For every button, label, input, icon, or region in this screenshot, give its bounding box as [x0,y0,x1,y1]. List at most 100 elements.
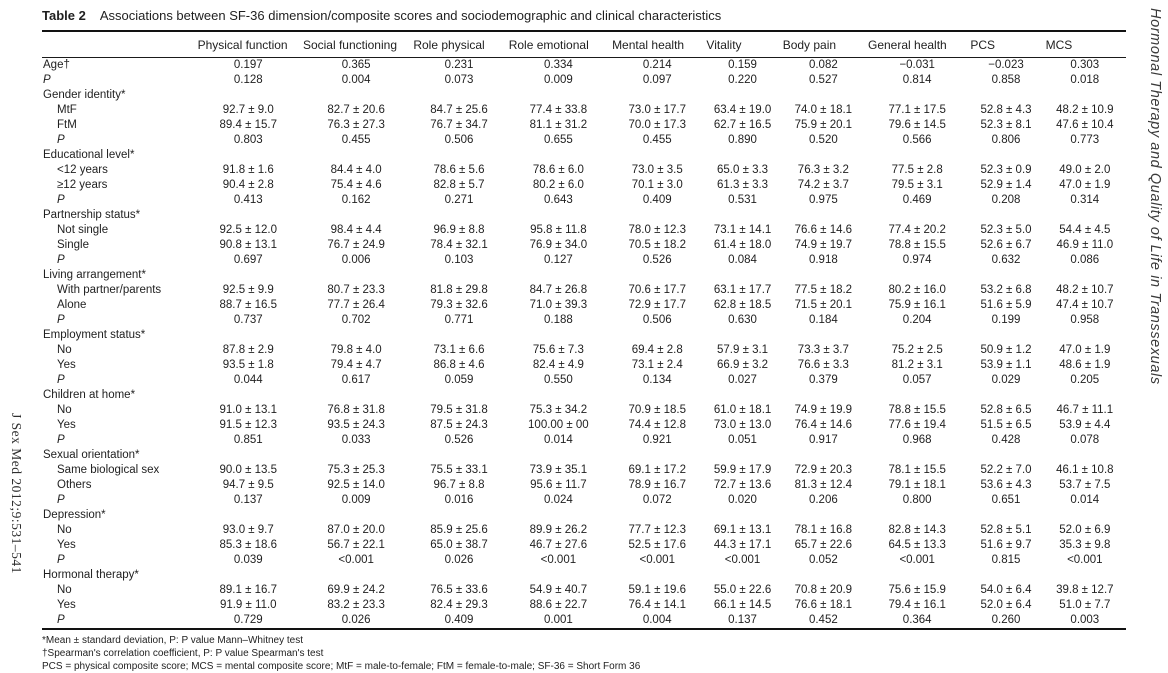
data-cell [704,88,780,103]
row-label: No [57,524,72,536]
data-cell: 91.5 ± 12.3 [219,419,277,431]
data-cell: 79.5 ± 31.8 [430,404,488,416]
column-header: Social functioning [300,32,412,58]
data-cell: 76.5 ± 33.6 [430,584,488,596]
data-cell: <0.001 [724,554,761,566]
data-cell: 0.033 [341,434,371,446]
data-cell: 77.7 ± 26.4 [327,299,385,311]
data-cell: 90.8 ± 13.1 [219,239,277,251]
data-cell: 0.044 [233,374,263,386]
data-cell: 84.7 ± 25.6 [430,104,488,116]
data-cell [507,388,610,403]
data-cell: 0.452 [808,614,838,626]
data-cell [411,208,506,223]
data-cell [704,148,780,163]
data-cell: 51.6 ± 5.9 [980,299,1032,311]
column-header: Mental health [610,32,705,58]
data-cell: 74.0 ± 18.1 [794,104,853,116]
table-row: Yes 93.5 ± 1.8 79.4 ± 4.7 86.8 ± 4.6 82.4 ± … [42,358,1126,373]
data-cell: 56.7 ± 22.1 [327,539,385,551]
data-cell: 0.858 [991,74,1021,86]
data-cell: 0.918 [808,254,838,266]
data-cell: 77.4 ± 33.8 [529,104,588,116]
data-cell: 82.4 ± 29.3 [430,599,488,611]
data-cell: 76.3 ± 3.2 [797,164,849,176]
table-row: P 0.729 0.026 0.409 0.001 0.004 0.137 0.452 0.36… [42,613,1126,629]
data-cell: 72.9 ± 20.3 [794,464,853,476]
data-cell: 0.409 [642,194,672,206]
data-cell: 53.2 ± 6.8 [980,284,1032,296]
data-cell: 91.0 ± 13.1 [219,404,277,416]
data-cell: 77.4 ± 20.2 [888,224,946,236]
data-cell: 47.0 ± 1.9 [1059,179,1111,191]
data-cell: 0.771 [444,314,474,326]
data-cell [866,568,968,583]
table-row: No 93.0 ± 9.7 87.0 ± 20.0 85.9 ± 25.6 89.9 ±… [42,523,1126,538]
data-cell [507,268,610,283]
data-cell [610,568,704,583]
data-cell: 0.455 [642,134,672,146]
data-cell: 0.413 [233,194,263,206]
data-cell: 91.9 ± 11.0 [219,599,277,611]
data-cell [704,388,780,403]
data-cell: 79.4 ± 4.7 [330,359,382,371]
data-cell: 0.220 [728,74,757,86]
row-label: P [57,494,65,506]
row-label: Gender identity* [43,89,126,101]
data-cell [866,508,968,523]
data-cell [781,448,866,463]
data-cell: 52.3 ± 8.1 [980,119,1032,131]
row-label: <12 years [57,164,108,176]
data-cell: 85.9 ± 25.6 [430,524,488,536]
footnote-line: *Mean ± standard deviation, P: P value M… [42,635,304,646]
table-row: Children at home* [42,388,1126,403]
table-row: Age† 0.197 0.365 0.231 0.334 0.214 0.159 0.082 −… [42,58,1126,74]
data-cell: 0.208 [991,194,1021,206]
data-cell: 0.206 [808,494,838,506]
table-footnotes: *Mean ± standard deviation, P: P value M… [42,630,1126,673]
data-cell [411,148,506,163]
data-cell: 0.506 [444,134,474,146]
data-cell: 59.1 ± 19.6 [628,584,686,596]
data-cell: 66.1 ± 14.5 [713,599,772,611]
data-cell: 79.3 ± 32.6 [430,299,488,311]
data-cell: 61.3 ± 3.3 [717,179,769,191]
data-cell: 46.7 ± 27.6 [529,539,588,551]
table-row: Educational level* [42,148,1126,163]
data-cell: 87.0 ± 20.0 [327,524,385,536]
table-body: Age† 0.197 0.365 0.231 0.334 0.214 0.159 0.082 −… [42,58,1126,630]
data-cell: 70.1 ± 3.0 [631,179,683,191]
data-cell: 77.5 ± 2.8 [891,164,943,176]
data-cell [301,88,411,103]
data-cell: 61.4 ± 18.0 [713,239,772,251]
data-cell [968,208,1043,223]
footnote-line: PCS = physical composite score; MCS = me… [42,661,641,672]
row-label: FtM [57,119,77,131]
data-cell: 70.0 ± 17.3 [628,119,686,131]
data-cell [610,208,704,223]
table-row: No 89.1 ± 16.7 69.9 ± 24.2 76.5 ± 33.6 54.9 … [42,583,1126,598]
data-cell: 83.2 ± 23.3 [327,599,385,611]
data-cell: 0.231 [444,59,474,71]
data-cell: 75.9 ± 20.1 [794,119,853,131]
column-header: Vitality [704,32,781,58]
data-cell: 0.617 [341,374,371,386]
data-cell: 0.379 [808,374,838,386]
data-cell: 0.958 [1070,314,1100,326]
data-cell: 52.6 ± 6.7 [980,239,1032,251]
data-cell [781,388,866,403]
data-cell: 0.520 [808,134,838,146]
data-cell [507,88,610,103]
data-cell: 88.7 ± 16.5 [219,299,277,311]
data-cell: 0.550 [543,374,573,386]
data-cell: 52.8 ± 5.1 [980,524,1032,536]
row-label: No [57,344,72,356]
data-cell: 78.6 ± 6.0 [532,164,584,176]
row-label: Children at home* [43,389,136,401]
data-cell [411,88,506,103]
data-cell [507,508,610,523]
data-cell: 66.9 ± 3.2 [717,359,769,371]
table-row: Alone 88.7 ± 16.5 77.7 ± 26.4 79.3 ± 32.6 71… [42,298,1126,313]
data-cell [507,568,610,583]
data-cell: 0.014 [1070,494,1100,506]
